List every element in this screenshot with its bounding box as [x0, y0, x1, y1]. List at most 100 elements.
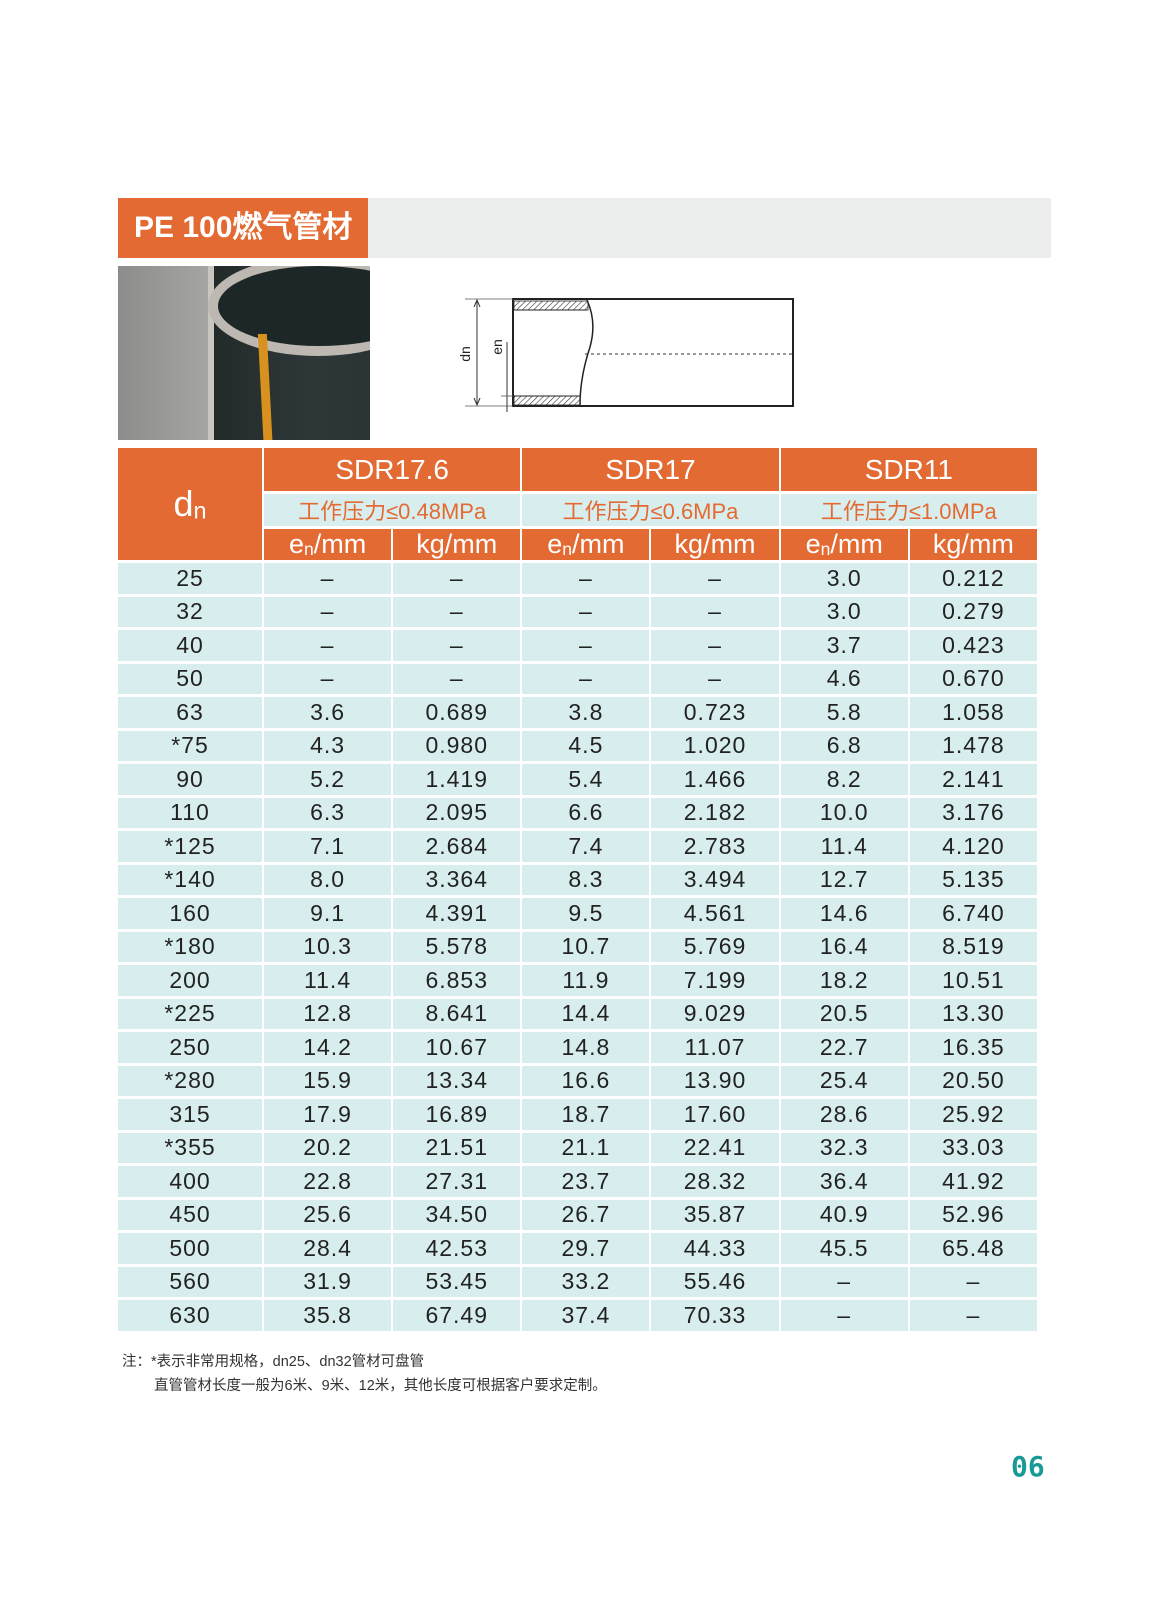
value-cell: – [264, 630, 392, 661]
value-cell: 20.5 [780, 998, 908, 1029]
value-cell: 5.135 [909, 864, 1037, 895]
value-cell: 8.3 [522, 864, 650, 895]
value-cell: 4.561 [651, 898, 779, 929]
value-cell: 31.9 [264, 1266, 392, 1297]
table-row: 40– – – –3.7 0.423 [118, 630, 1037, 661]
value-cell: 4.391 [393, 898, 521, 929]
value-cell: 37.4 [522, 1300, 650, 1331]
table-row: 110 6.3 2.095 6.6 2.182 10.0 3.176 [118, 797, 1037, 828]
dn-cell: 250 [118, 1032, 262, 1063]
value-cell: 6.6 [522, 797, 650, 828]
value-cell: – [651, 596, 779, 627]
value-cell: 21.51 [393, 1132, 521, 1163]
notes: 注：*表示非常用规格，dn25、dn32管材可盘管 直管管材长度一般为6米、9米… [122, 1350, 607, 1398]
value-cell: 26.7 [522, 1199, 650, 1230]
value-cell: – [780, 1266, 908, 1297]
value-cell: 53.45 [393, 1266, 521, 1297]
sdr-header: SDR17.6 [264, 448, 521, 491]
value-cell: 5.769 [651, 931, 779, 962]
unit-header: kg/mm [651, 529, 779, 560]
value-cell: 28.4 [264, 1233, 392, 1264]
value-cell: 22.41 [651, 1132, 779, 1163]
table-row: 200 11.4 6.853 11.9 7.199 18.2 10.51 [118, 965, 1037, 996]
value-cell: 7.199 [651, 965, 779, 996]
value-cell: 27.31 [393, 1166, 521, 1197]
value-cell: 40.9 [780, 1199, 908, 1230]
value-cell: 2.783 [651, 831, 779, 862]
dn-cell: 40 [118, 630, 262, 661]
note-line: 直管管材长度一般为6米、9米、12米，其他长度可根据客户要求定制。 [154, 1378, 607, 1394]
value-cell: – [522, 563, 650, 594]
table-row: *75 4.3 0.980 4.5 1.020 6.8 1.478 [118, 730, 1037, 761]
value-cell: 0.723 [651, 697, 779, 728]
value-cell: 9.5 [522, 898, 650, 929]
dn-cell: 315 [118, 1099, 262, 1130]
value-cell: 20.50 [909, 1065, 1037, 1096]
dn-cell: 630 [118, 1300, 262, 1331]
value-cell: 1.478 [909, 730, 1037, 761]
value-cell: – [522, 663, 650, 694]
note-line: 注：*表示非常用规格，dn25、dn32管材可盘管 [122, 1354, 425, 1370]
value-cell: 28.32 [651, 1166, 779, 1197]
value-cell: 55.46 [651, 1266, 779, 1297]
unit-header: en/mm [780, 529, 908, 560]
value-cell: 33.03 [909, 1132, 1037, 1163]
table-row: *280 15.9 13.34 16.6 13.90 25.4 20.50 [118, 1065, 1037, 1096]
value-cell: – [393, 630, 521, 661]
value-cell: 3.0 [780, 563, 908, 594]
value-cell: 35.8 [264, 1300, 392, 1331]
dn-cell: 50 [118, 663, 262, 694]
pipe-spec-table: dn SDR17.6 SDR17 SDR11 工作压力≤0.48MPa 工作压力… [116, 445, 1039, 1334]
page-title: PE 100燃气管材 [118, 198, 368, 258]
pipe-cross-section-diagram: dn en [457, 298, 794, 412]
value-cell: 25.6 [264, 1199, 392, 1230]
value-cell: – [909, 1266, 1037, 1297]
en-label: en [489, 339, 505, 355]
value-cell: 5.2 [264, 764, 392, 795]
value-cell: 1.466 [651, 764, 779, 795]
table-row: 32– – – –3.0 0.279 [118, 596, 1037, 627]
dn-cell: 450 [118, 1199, 262, 1230]
value-cell: 6.853 [393, 965, 521, 996]
value-cell: – [651, 663, 779, 694]
dn-label: dn [457, 346, 473, 362]
value-cell: – [651, 563, 779, 594]
value-cell: 0.980 [393, 730, 521, 761]
value-cell: 6.740 [909, 898, 1037, 929]
value-cell: 14.4 [522, 998, 650, 1029]
value-cell: 2.141 [909, 764, 1037, 795]
dn-cell: 25 [118, 563, 262, 594]
value-cell: 21.1 [522, 1132, 650, 1163]
value-cell: – [393, 596, 521, 627]
dn-cell: *140 [118, 864, 262, 895]
value-cell: 33.2 [522, 1266, 650, 1297]
value-cell: 8.2 [780, 764, 908, 795]
table-row: *125 7.1 2.684 7.4 2.783 11.4 4.120 [118, 831, 1037, 862]
value-cell: 65.48 [909, 1233, 1037, 1264]
value-cell: 23.7 [522, 1166, 650, 1197]
value-cell: 15.9 [264, 1065, 392, 1096]
dn-cell: 32 [118, 596, 262, 627]
value-cell: – [780, 1300, 908, 1331]
value-cell: 10.7 [522, 931, 650, 962]
value-cell: 10.0 [780, 797, 908, 828]
value-cell: 35.87 [651, 1199, 779, 1230]
value-cell: 11.9 [522, 965, 650, 996]
value-cell: 4.6 [780, 663, 908, 694]
value-cell: 1.058 [909, 697, 1037, 728]
value-cell: 7.1 [264, 831, 392, 862]
value-cell: 42.53 [393, 1233, 521, 1264]
value-cell: 2.182 [651, 797, 779, 828]
value-cell: – [264, 596, 392, 627]
table-row: 560 31.9 53.45 33.2 55.46– – [118, 1266, 1037, 1297]
unit-header: kg/mm [393, 529, 521, 560]
value-cell: 17.9 [264, 1099, 392, 1130]
value-cell: 22.8 [264, 1166, 392, 1197]
table-row: 160 9.1 4.391 9.5 4.561 14.6 6.740 [118, 898, 1037, 929]
value-cell: 10.51 [909, 965, 1037, 996]
dn-cell: 90 [118, 764, 262, 795]
value-cell: 16.35 [909, 1032, 1037, 1063]
dn-cell: *125 [118, 831, 262, 862]
value-cell: 2.684 [393, 831, 521, 862]
value-cell: 1.419 [393, 764, 521, 795]
